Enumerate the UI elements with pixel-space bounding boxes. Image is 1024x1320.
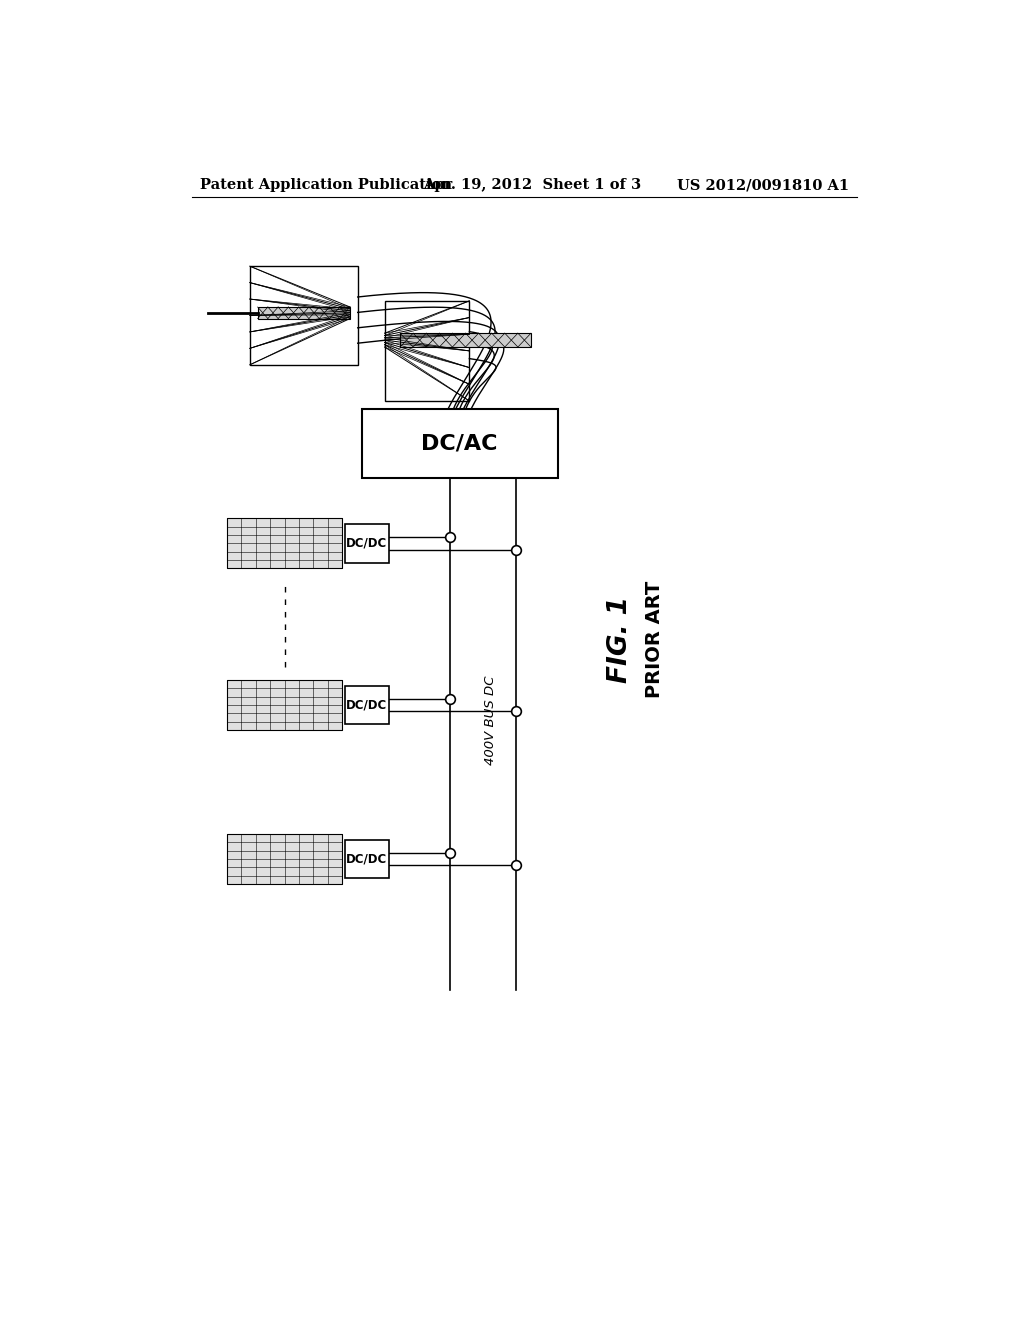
Text: 400V BUS DC: 400V BUS DC: [484, 676, 497, 766]
Text: DC/DC: DC/DC: [346, 853, 387, 866]
Bar: [345, 524, 389, 562]
Text: DC/AC: DC/AC: [422, 433, 498, 453]
Bar: [226, 834, 342, 884]
Text: FIG. 1: FIG. 1: [606, 597, 633, 684]
Bar: [250, 267, 357, 364]
Text: DC/DC: DC/DC: [346, 698, 387, 711]
Text: US 2012/0091810 A1: US 2012/0091810 A1: [677, 178, 849, 193]
Bar: [345, 840, 389, 878]
Text: Patent Application Publication: Patent Application Publication: [200, 178, 452, 193]
Bar: [345, 686, 389, 725]
Bar: [226, 519, 342, 569]
Text: Apr. 19, 2012  Sheet 1 of 3: Apr. 19, 2012 Sheet 1 of 3: [423, 178, 641, 193]
Bar: [226, 680, 342, 730]
Text: PRIOR ART: PRIOR ART: [645, 581, 664, 698]
Bar: [400, 333, 531, 347]
Bar: [258, 308, 350, 318]
Bar: [361, 409, 558, 478]
Text: DC/DC: DC/DC: [346, 537, 387, 550]
Bar: [385, 301, 469, 401]
